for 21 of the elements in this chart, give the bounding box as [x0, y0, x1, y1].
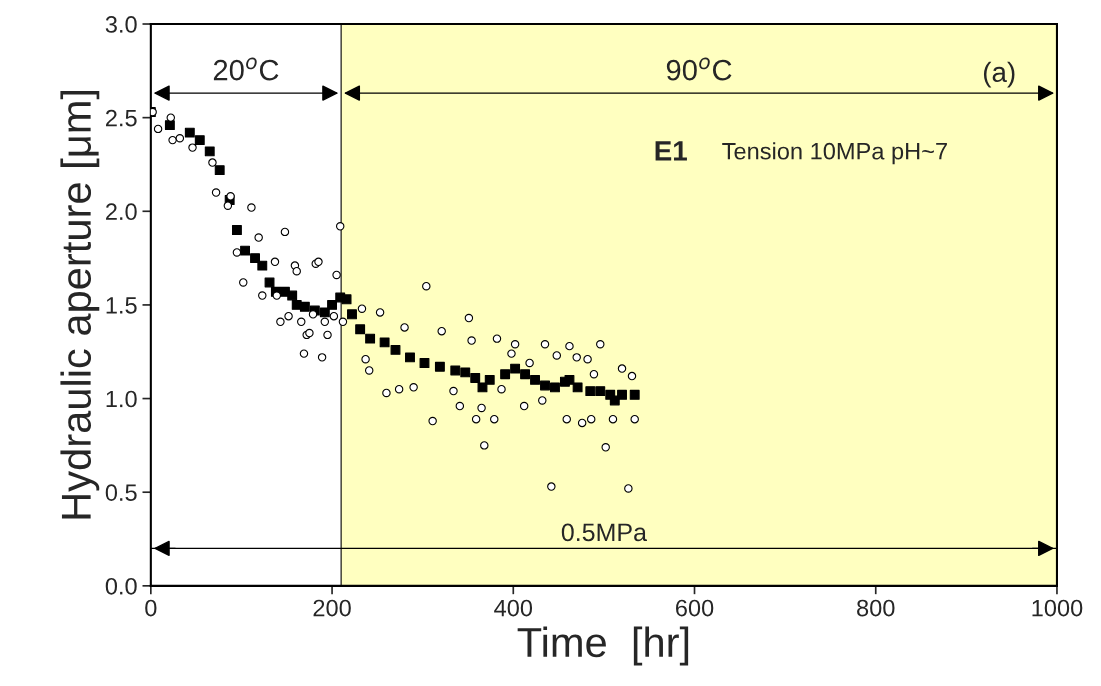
- annotation: 20$^{o}$C: [213, 57, 279, 81]
- x-tick-label: 600: [676, 599, 714, 617]
- band-label: 90$^{o}$C: [666, 57, 732, 81]
- y-tick-label: 3.0: [105, 16, 137, 33]
- annotation: (a): [983, 61, 1015, 88]
- y-tick-label: 1.5: [106, 297, 137, 314]
- x-tick-label: 0: [145, 599, 157, 617]
- x-axis-title: Time [hr]: [517, 626, 689, 666]
- y-tick-label: 0.0: [105, 577, 137, 595]
- x-tick-label: 800: [857, 599, 895, 617]
- y-tick-label: 0.5: [105, 484, 137, 501]
- y-tick-label: 2.5: [106, 109, 137, 127]
- annotation: E1: [655, 141, 687, 161]
- x-tick-label: 400: [494, 599, 533, 617]
- y-tick-label: 1.0: [106, 390, 137, 408]
- ref-line-label: 0.5MPa: [561, 523, 647, 542]
- x-tick-label: 200: [313, 599, 351, 617]
- annotation: Tension 10MPa pH~7: [722, 142, 947, 165]
- x-tick-label: 1000: [1032, 599, 1083, 617]
- y-tick-label: 2.0: [106, 203, 137, 221]
- y-axis-title: Hydraulic aperture [μm]: [60, 90, 100, 519]
